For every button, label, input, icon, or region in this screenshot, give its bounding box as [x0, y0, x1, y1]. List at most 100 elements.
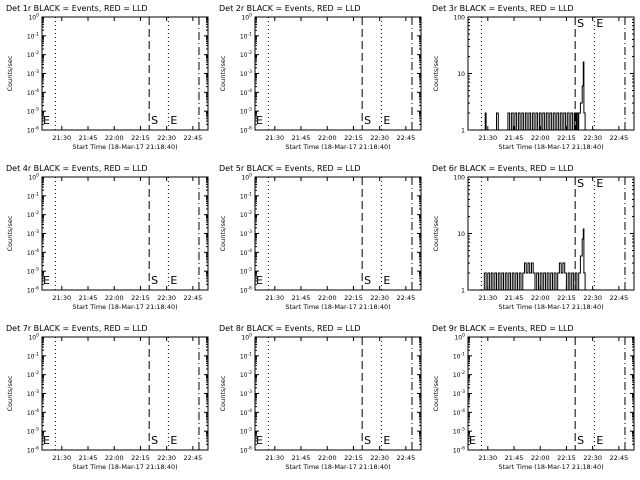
- y-tick-exponent: -2: [35, 370, 40, 376]
- detector-panel: Det 8r BLACK = Events, RED = LLD Counts/s…: [219, 324, 422, 471]
- y-tick-label: 10-6: [240, 286, 252, 295]
- x-tick-label: 22:00: [531, 134, 550, 142]
- panel-title: Det 2r BLACK = Events, RED = LLD: [219, 4, 361, 13]
- start-marker-label: S: [364, 114, 371, 127]
- y-tick-label: 10-5: [240, 107, 252, 116]
- y-tick-label: 10-4: [453, 408, 465, 417]
- y-tick-exponent: -6: [248, 126, 253, 132]
- y-tick-exponent: -6: [35, 446, 40, 452]
- y-tick-exponent: -3: [461, 389, 466, 395]
- start-marker-label: S: [151, 274, 158, 287]
- x-tick-label: 22:15: [131, 454, 150, 462]
- y-tick-label: 10: [457, 231, 465, 238]
- panel-title: Det 5r BLACK = Events, RED = LLD: [219, 164, 361, 173]
- x-axis-label: Start Time (18-Mar-17 21:18:40): [498, 463, 603, 471]
- y-tick-exponent: -6: [35, 286, 40, 292]
- x-tick-label: 22:30: [157, 454, 176, 462]
- y-tick-exponent: -4: [248, 248, 253, 254]
- y-tick-exponent: -4: [248, 408, 253, 414]
- x-tick-label: 21:45: [505, 134, 524, 142]
- end-marker-label: E: [596, 177, 603, 190]
- y-tick-label: 10-4: [27, 408, 39, 417]
- y-tick-label: 100: [241, 333, 252, 342]
- start-marker-label: S: [151, 434, 158, 447]
- left-marker-label: E: [43, 434, 50, 447]
- start-marker-label: S: [577, 177, 584, 190]
- y-tick-label: 10-6: [27, 126, 39, 135]
- y-tick-exponent: -3: [248, 69, 253, 75]
- x-tick-label: 22:45: [183, 134, 202, 142]
- y-tick-label: 10-1: [240, 31, 252, 40]
- panel-title: Det 1r BLACK = Events, RED = LLD: [6, 4, 148, 13]
- x-tick-label: 22:30: [583, 454, 602, 462]
- y-tick-label: 10-2: [240, 370, 252, 379]
- x-axis-label: Start Time (18-Mar-17 21:18:40): [285, 463, 390, 471]
- x-tick-label: 21:30: [52, 454, 71, 462]
- y-tick-label: 100: [454, 175, 466, 182]
- y-tick-exponent: -1: [248, 191, 253, 197]
- x-tick-label: 22:45: [396, 294, 415, 302]
- x-tick-label: 21:45: [292, 454, 311, 462]
- detector-panel: Det 5r BLACK = Events, RED = LLD Counts/s…: [219, 164, 422, 311]
- y-tick-label: 10-6: [453, 446, 465, 455]
- y-tick-exponent: -4: [461, 408, 466, 414]
- y-tick-label: 10-4: [27, 88, 39, 97]
- x-axis-label: Start Time (18-Mar-17 21:18:40): [498, 143, 603, 151]
- x-axis-label: Start Time (18-Mar-17 21:18:40): [72, 463, 177, 471]
- y-tick-exponent: -2: [461, 370, 466, 376]
- y-tick-label: 10-1: [27, 31, 39, 40]
- y-tick-label: 10-5: [453, 427, 465, 436]
- y-tick-label: 10-4: [240, 88, 252, 97]
- x-tick-label: 22:15: [344, 454, 363, 462]
- plot-frame: [467, 336, 635, 451]
- plot-frame: [41, 176, 209, 291]
- y-tick-exponent: -4: [35, 88, 40, 94]
- end-marker-label: E: [170, 434, 177, 447]
- x-axis-label: Start Time (18-Mar-17 21:18:40): [498, 303, 603, 311]
- detector-panel: Det 9r BLACK = Events, RED = LLD Counts/s…: [432, 324, 635, 471]
- x-tick-label: 22:00: [318, 294, 337, 302]
- y-tick-label: 10-6: [27, 286, 39, 295]
- plot-frame: [41, 336, 209, 451]
- y-tick-label: 100: [241, 173, 252, 182]
- events-series-line: [484, 61, 586, 131]
- y-tick-label: 10-3: [240, 389, 252, 398]
- y-tick-exponent: -6: [35, 126, 40, 132]
- y-tick-exponent: 0: [462, 333, 465, 339]
- detector-panel: Det 4r BLACK = Events, RED = LLD Counts/s…: [6, 164, 209, 311]
- y-tick-exponent: 0: [36, 13, 39, 19]
- panel-title: Det 6r BLACK = Events, RED = LLD: [432, 164, 574, 173]
- x-tick-label: 22:00: [105, 294, 124, 302]
- start-marker-label: S: [364, 274, 371, 287]
- x-axis-label: Start Time (18-Mar-17 21:18:40): [285, 303, 390, 311]
- y-tick-label: 10-3: [453, 389, 465, 398]
- y-tick-exponent: -2: [248, 370, 253, 376]
- y-tick-label: 100: [28, 13, 39, 22]
- y-tick-exponent: -3: [35, 229, 40, 235]
- x-tick-label: 22:45: [396, 134, 415, 142]
- y-tick-exponent: -5: [35, 427, 40, 433]
- y-axis-label: Counts/sec: [432, 215, 440, 251]
- y-tick-label: 10-3: [27, 229, 39, 238]
- x-tick-label: 22:30: [583, 134, 602, 142]
- y-axis-label: Counts/sec: [219, 215, 227, 251]
- y-tick-label: 10-5: [240, 267, 252, 276]
- y-axis-label: Counts/sec: [432, 55, 440, 91]
- y-tick-label: 100: [241, 13, 252, 22]
- panel-title: Det 4r BLACK = Events, RED = LLD: [6, 164, 148, 173]
- y-tick-label: 10-1: [240, 351, 252, 360]
- x-tick-label: 22:00: [531, 294, 550, 302]
- y-tick-label: 10-3: [27, 69, 39, 78]
- y-tick-exponent: -5: [35, 107, 40, 113]
- y-tick-exponent: -6: [248, 286, 253, 292]
- x-axis-label: Start Time (18-Mar-17 21:18:40): [72, 143, 177, 151]
- y-tick-exponent: -3: [248, 229, 253, 235]
- x-tick-label: 22:00: [318, 134, 337, 142]
- y-tick-label: 10-4: [240, 248, 252, 257]
- detector-panel: Det 3r BLACK = Events, RED = LLD Counts/s…: [432, 4, 635, 151]
- y-tick-exponent: -5: [35, 267, 40, 273]
- left-marker-label: E: [43, 274, 50, 287]
- y-tick-label: 1: [461, 128, 465, 135]
- y-tick-label: 10-5: [27, 107, 39, 116]
- y-tick-label: 10-6: [240, 126, 252, 135]
